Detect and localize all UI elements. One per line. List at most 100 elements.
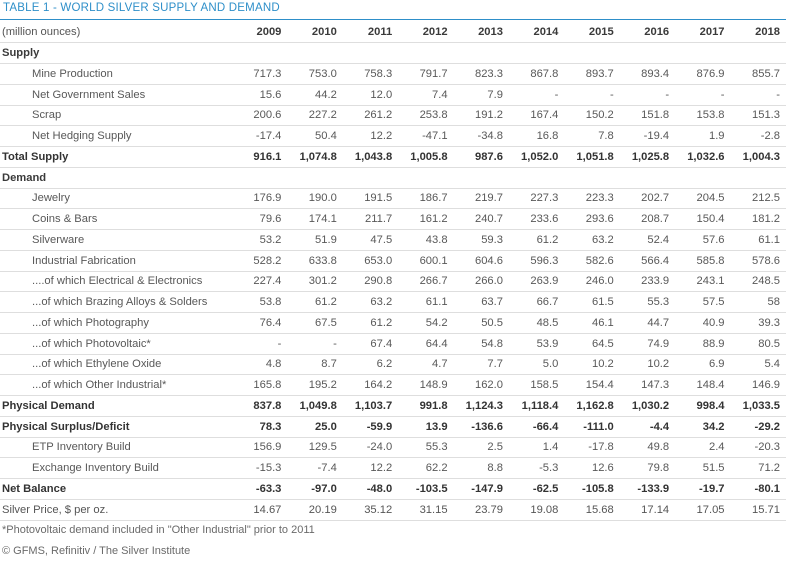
table-row: Exchange Inventory Build -15.3 -7.4 12.2 62.… — [0, 457, 786, 479]
value-cell: 240.7 — [453, 208, 509, 230]
value-cell: 261.2 — [342, 105, 399, 127]
value-cell: 63.2 — [564, 229, 620, 251]
value-cell: 61.1 — [398, 291, 454, 313]
table-row: Jewelry 176.9 190.0 191.5 186.7 219.7 227.3 223… — [0, 188, 786, 210]
value-cell: 151.8 — [619, 105, 676, 127]
value-cell: 181.2 — [730, 208, 786, 230]
value-cell: 79.6 — [232, 208, 288, 230]
section-label: Supply — [0, 42, 233, 64]
value-cell: 6.2 — [342, 354, 399, 376]
value-cell: 15.6 — [232, 84, 288, 106]
year-header: 2013 — [453, 22, 509, 44]
value-cell: 1,052.0 — [508, 146, 565, 168]
value-cell: 2.5 — [453, 437, 509, 459]
value-cell: 223.3 — [564, 188, 620, 210]
table-row: Scrap 200.6 227.2 261.2 253.8 191.2 167.4 150.2… — [0, 105, 786, 127]
value-cell: 1,004.3 — [730, 146, 786, 168]
value-cell: 855.7 — [730, 63, 786, 85]
value-cell: 8.8 — [453, 457, 509, 479]
row-label: ETP Inventory Build — [0, 437, 233, 459]
value-cell: 876.9 — [675, 63, 731, 85]
row-label: Net Balance — [0, 478, 233, 500]
value-cell: 23.79 — [453, 499, 509, 521]
value-cell: 233.9 — [619, 271, 676, 293]
value-cell: 151.3 — [730, 105, 786, 127]
year-header: 2009 — [232, 22, 288, 44]
value-cell — [342, 167, 399, 189]
value-cell: 52.4 — [619, 229, 676, 251]
year-header: 2017 — [675, 22, 731, 44]
value-cell: 64.4 — [398, 333, 454, 355]
table-row: Net Balance -63.3 -97.0 -48.0 -103.5 -147.9 -6… — [0, 478, 786, 500]
value-cell: 186.7 — [398, 188, 454, 210]
row-label: Physical Surplus/Deficit — [0, 416, 233, 438]
value-cell: 1,025.8 — [619, 146, 676, 168]
year-header: 2014 — [508, 22, 565, 44]
value-cell — [232, 167, 288, 189]
value-cell: 66.7 — [508, 291, 565, 313]
table-row: Industrial Fabrication 528.2 633.8 653.0 600… — [0, 250, 786, 272]
value-cell: -5.3 — [508, 457, 565, 479]
row-label: ...of which Photovoltaic* — [0, 333, 233, 355]
value-cell — [564, 167, 620, 189]
row-label: Total Supply — [0, 146, 233, 168]
value-cell: 758.3 — [342, 63, 399, 85]
value-cell: 162.0 — [453, 374, 509, 396]
value-cell: 987.6 — [453, 146, 509, 168]
value-cell: 53.9 — [508, 333, 565, 355]
value-cell: 50.4 — [287, 125, 343, 147]
value-cell: 61.1 — [730, 229, 786, 251]
value-cell: 146.9 — [730, 374, 786, 396]
value-cell — [453, 42, 509, 64]
value-cell: 13.9 — [398, 416, 454, 438]
table-body: Supply Mine Production 717.3 753.0 758.3 791.… — [0, 42, 786, 521]
year-header: 2018 — [730, 22, 786, 44]
value-cell: 150.2 — [564, 105, 620, 127]
value-cell: 63.2 — [342, 291, 399, 313]
value-cell: 57.5 — [675, 291, 731, 313]
value-cell: 161.2 — [398, 208, 454, 230]
value-cell: 916.1 — [232, 146, 288, 168]
value-cell: 54.2 — [398, 312, 454, 334]
value-cell — [619, 42, 676, 64]
value-cell: 1,074.8 — [287, 146, 343, 168]
value-cell: 64.5 — [564, 333, 620, 355]
value-cell — [342, 42, 399, 64]
table-row: Silverware 53.2 51.9 47.5 43.8 59.3 61.2 63.2 52… — [0, 229, 786, 251]
value-cell — [232, 42, 288, 64]
value-cell: 55.3 — [398, 437, 454, 459]
value-cell: -15.3 — [232, 457, 288, 479]
value-cell: -105.8 — [564, 478, 620, 500]
value-cell: -48.0 — [342, 478, 399, 500]
value-cell: 293.6 — [564, 208, 620, 230]
value-cell: -103.5 — [398, 478, 454, 500]
year-header: 2011 — [342, 22, 399, 44]
value-cell: 208.7 — [619, 208, 676, 230]
value-cell: 1.9 — [675, 125, 731, 147]
value-cell: 153.8 — [675, 105, 731, 127]
value-cell: 61.5 — [564, 291, 620, 313]
value-cell: 148.4 — [675, 374, 731, 396]
value-cell: -24.0 — [342, 437, 399, 459]
value-cell: 34.2 — [675, 416, 731, 438]
value-cell — [675, 42, 731, 64]
value-cell: 16.8 — [508, 125, 565, 147]
value-cell: 653.0 — [342, 250, 399, 272]
value-cell: 227.2 — [287, 105, 343, 127]
table-row: Net Government Sales 15.6 44.2 12.0 7.4 7.9- -… — [0, 84, 786, 106]
value-cell: 44.7 — [619, 312, 676, 334]
value-cell: 129.5 — [287, 437, 343, 459]
value-cell: 596.3 — [508, 250, 565, 272]
value-cell: 1,103.7 — [342, 395, 399, 417]
value-cell — [730, 167, 786, 189]
value-cell: 74.9 — [619, 333, 676, 355]
value-cell: 266.0 — [453, 271, 509, 293]
value-cell: 62.2 — [398, 457, 454, 479]
value-cell: 600.1 — [398, 250, 454, 272]
value-cell — [453, 167, 509, 189]
value-cell: 53.2 — [232, 229, 288, 251]
row-label: ...of which Photography — [0, 312, 233, 334]
table-row: ....of which Electrical & Electronics 227… — [0, 271, 786, 293]
value-cell: 61.2 — [287, 291, 343, 313]
